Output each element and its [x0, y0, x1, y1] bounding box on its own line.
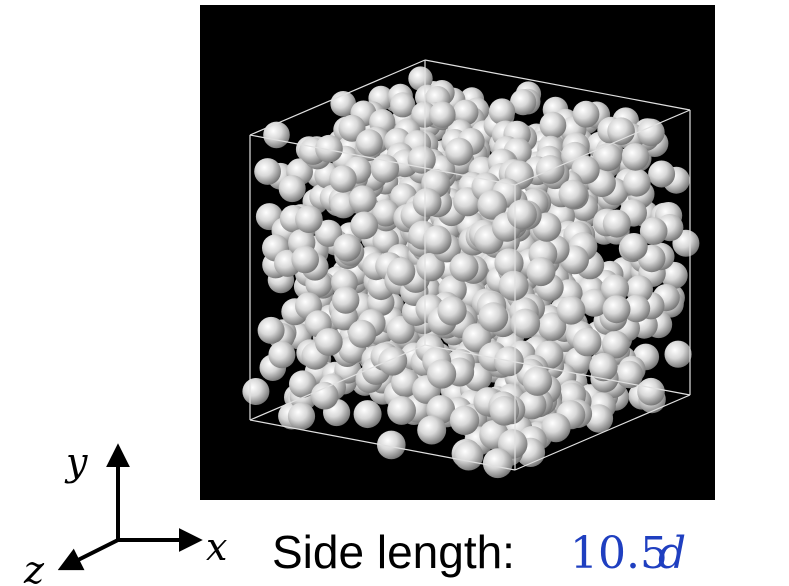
sphere — [607, 117, 635, 145]
sphere — [489, 98, 515, 124]
sphere — [315, 135, 343, 163]
sphere — [268, 341, 295, 368]
sphere — [637, 378, 665, 406]
sphere — [378, 347, 407, 376]
sphere — [311, 382, 339, 410]
sphere — [622, 143, 650, 171]
sphere — [450, 253, 479, 282]
figure: y x z Side length: 10.5 d — [0, 0, 789, 586]
sphere — [417, 416, 446, 445]
sphere — [427, 359, 456, 388]
caption-label: Side length: — [272, 526, 515, 578]
sphere — [616, 361, 644, 389]
sphere — [291, 246, 319, 274]
sphere — [454, 441, 483, 470]
sphere — [665, 341, 692, 368]
sphere — [603, 210, 631, 238]
sphere — [620, 233, 648, 261]
sphere — [349, 185, 377, 213]
sphere — [499, 271, 529, 301]
sphere — [623, 169, 651, 197]
sphere — [423, 225, 452, 254]
z-arrow — [62, 540, 118, 568]
sphere — [332, 286, 359, 313]
sphere — [478, 302, 508, 332]
x-label: x — [206, 525, 227, 569]
sphere — [523, 367, 552, 396]
sphere — [429, 102, 455, 128]
sphere — [350, 212, 378, 240]
sphere — [387, 257, 415, 285]
sphere — [557, 296, 586, 325]
sphere — [559, 180, 588, 209]
z-label: z — [23, 548, 45, 586]
sphere — [348, 320, 376, 348]
sphere — [333, 234, 361, 262]
sphere — [445, 138, 473, 166]
sphere — [438, 296, 467, 325]
sphere — [263, 122, 290, 149]
sphere — [573, 328, 602, 357]
sphere — [329, 165, 356, 192]
sphere — [258, 317, 285, 344]
sphere — [254, 158, 281, 185]
sphere — [527, 257, 556, 286]
sphere — [450, 406, 479, 435]
caption-unit: d — [658, 528, 686, 579]
sphere — [540, 112, 567, 139]
sphere — [354, 400, 382, 428]
sphere — [288, 403, 315, 430]
sphere — [573, 101, 600, 128]
sphere — [242, 378, 269, 405]
y-label: y — [64, 440, 88, 484]
sphere — [648, 161, 675, 188]
caption-value: 10.5 — [570, 528, 668, 579]
sphere — [356, 129, 383, 156]
sphere — [603, 295, 631, 323]
sphere — [413, 188, 442, 217]
sphere — [295, 205, 323, 233]
sphere — [387, 396, 416, 425]
sphere — [483, 448, 513, 478]
sphere — [315, 328, 343, 356]
sphere — [507, 200, 537, 230]
sphere — [279, 175, 306, 202]
